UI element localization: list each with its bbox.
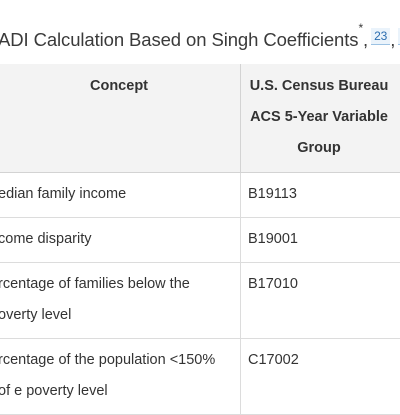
concept-cell: edian family income	[0, 173, 241, 218]
caption-title: ADI Calculation Based on Singh Coefficie…	[0, 29, 358, 50]
table-row: rcentage of families below the overty le…	[0, 263, 400, 339]
adi-table: Concept U.S. Census Bureau ACS 5-Year Va…	[0, 64, 400, 415]
column-header-variable-group-text: U.S. Census Bureau ACS 5-Year Variable G…	[249, 71, 389, 164]
table-row: rcentage of the population <150% of e po…	[0, 339, 400, 415]
concept-cell: rcentage of the population <150% of e po…	[0, 339, 241, 415]
concept-cell-text: rcentage of families below the overty le…	[0, 269, 198, 331]
concept-cell: rcentage of families below the overty le…	[0, 263, 241, 339]
variable-cell: C17002	[241, 339, 400, 415]
caption-footnote-mark: *	[358, 21, 363, 35]
variable-cell: B17010	[241, 263, 400, 339]
variable-cell: B19113	[241, 173, 400, 218]
variable-cell: B19001	[241, 218, 400, 263]
table-caption: ADI Calculation Based on Singh Coefficie…	[0, 28, 400, 51]
column-header-concept: Concept	[0, 64, 241, 173]
concept-cell: come disparity	[0, 218, 241, 263]
column-header-variable-group: U.S. Census Bureau ACS 5-Year Variable G…	[241, 64, 400, 173]
table-row: come disparity B19001	[0, 218, 400, 263]
reference-link-23[interactable]: 23	[371, 28, 390, 45]
concept-cell-text: rcentage of the population <150% of e po…	[0, 345, 230, 407]
table-header-row: Concept U.S. Census Bureau ACS 5-Year Va…	[0, 64, 400, 173]
table-row: edian family income B19113	[0, 173, 400, 218]
